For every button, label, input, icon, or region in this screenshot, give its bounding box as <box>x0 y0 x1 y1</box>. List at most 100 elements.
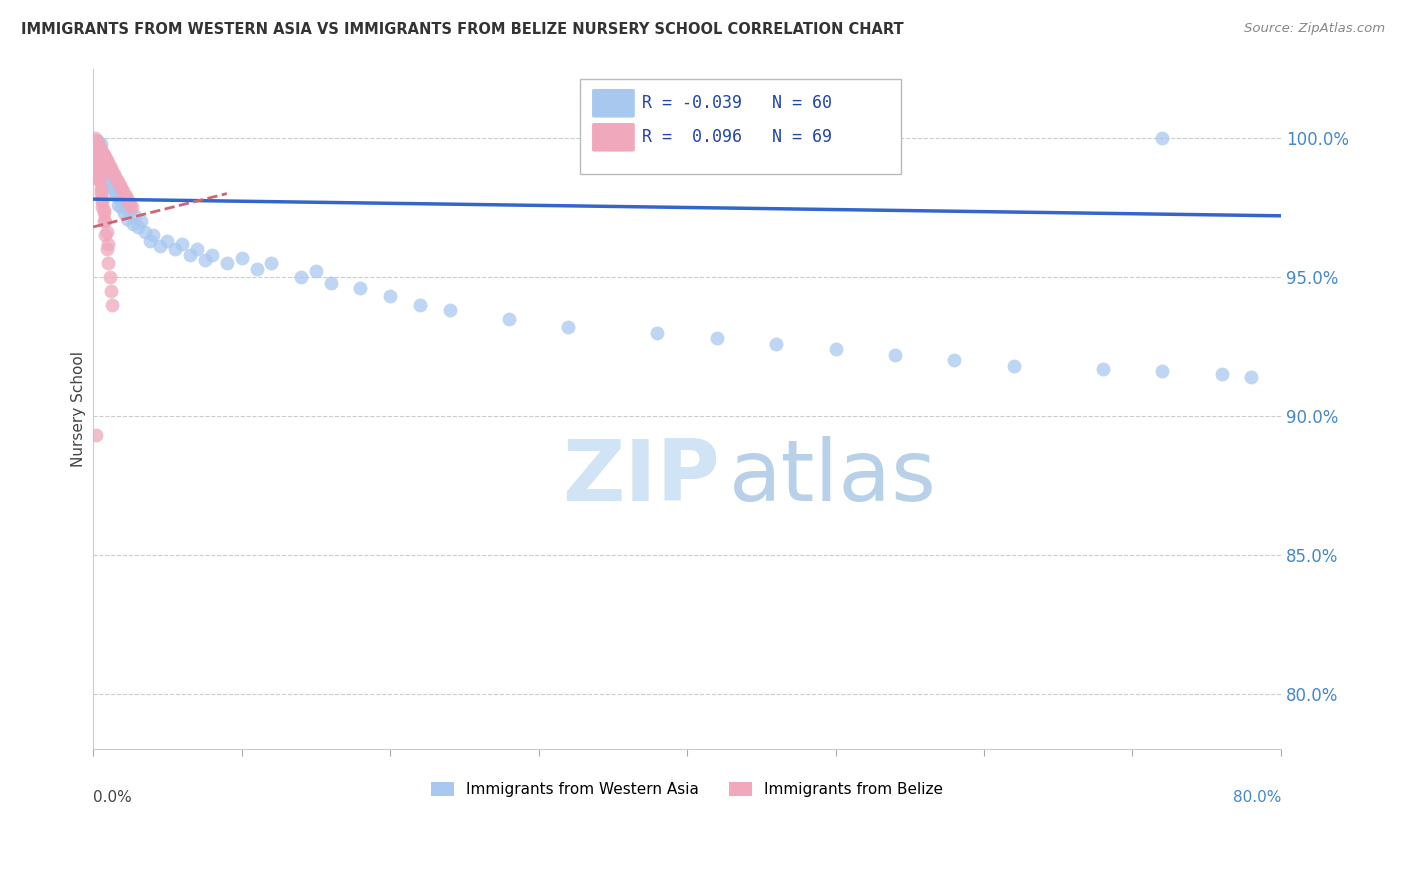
Point <box>93 214 115 228</box>
Point <box>193 253 215 268</box>
Point <box>84 139 107 153</box>
Point <box>1152 364 1174 378</box>
Point <box>84 147 107 161</box>
Point <box>108 192 131 206</box>
Point <box>439 303 461 318</box>
Point <box>824 343 846 357</box>
Text: 80.0%: 80.0% <box>1233 790 1281 805</box>
Point <box>260 256 283 270</box>
Point <box>105 189 128 203</box>
Point <box>97 256 120 270</box>
FancyBboxPatch shape <box>581 78 901 174</box>
Point <box>498 311 520 326</box>
Point <box>122 217 145 231</box>
Point <box>179 248 201 262</box>
Text: R =  0.096   N = 69: R = 0.096 N = 69 <box>643 128 832 146</box>
Point <box>142 228 165 243</box>
Point <box>156 234 179 248</box>
Point <box>1240 370 1263 384</box>
Point <box>94 228 117 243</box>
Point <box>89 172 111 186</box>
Point <box>84 145 107 159</box>
Point <box>83 136 105 151</box>
Point <box>91 194 114 209</box>
Point <box>100 169 122 184</box>
Point <box>97 236 120 251</box>
Point <box>84 145 107 159</box>
FancyBboxPatch shape <box>592 89 636 118</box>
Point <box>89 169 111 184</box>
Point <box>90 184 112 198</box>
Point <box>647 326 669 340</box>
Point <box>90 142 112 156</box>
Point <box>89 164 111 178</box>
Point <box>409 298 432 312</box>
Point <box>107 197 129 211</box>
Point <box>172 236 194 251</box>
Point <box>100 284 122 298</box>
Point <box>127 219 149 234</box>
Point <box>93 206 115 220</box>
Point <box>105 172 128 186</box>
Point <box>1002 359 1025 373</box>
Text: 0.0%: 0.0% <box>93 790 132 805</box>
Point <box>100 161 122 176</box>
Point <box>83 134 105 148</box>
Point <box>120 203 142 218</box>
Point <box>96 226 118 240</box>
Point <box>91 145 114 159</box>
Point <box>305 264 328 278</box>
Point <box>86 151 108 165</box>
Point <box>1091 361 1114 376</box>
Point <box>93 203 115 218</box>
Point <box>96 164 118 178</box>
Point <box>86 161 108 176</box>
Point <box>118 194 141 209</box>
Point <box>91 192 114 206</box>
Point <box>706 331 728 345</box>
Point <box>101 164 124 178</box>
Point <box>349 281 371 295</box>
Point <box>83 136 105 151</box>
Point <box>94 156 117 170</box>
Point <box>115 201 138 215</box>
Point <box>117 192 139 206</box>
Point <box>86 153 108 168</box>
Point <box>117 211 139 226</box>
Point <box>129 214 152 228</box>
Point <box>319 276 342 290</box>
Point <box>557 320 579 334</box>
Point <box>94 151 117 165</box>
Point <box>104 169 127 184</box>
Text: IMMIGRANTS FROM WESTERN ASIA VS IMMIGRANTS FROM BELIZE NURSERY SCHOOL CORRELATIO: IMMIGRANTS FROM WESTERN ASIA VS IMMIGRAN… <box>21 22 904 37</box>
Point <box>110 181 132 195</box>
Point <box>84 151 107 165</box>
Point <box>378 289 401 303</box>
Point <box>97 156 120 170</box>
Point <box>93 147 115 161</box>
Point <box>94 214 117 228</box>
Point <box>111 184 134 198</box>
Point <box>96 153 118 168</box>
Point <box>107 176 129 190</box>
Point <box>149 239 172 253</box>
Point <box>103 167 125 181</box>
Point <box>124 209 146 223</box>
Point <box>97 172 120 186</box>
Point <box>83 131 105 145</box>
Point <box>134 226 156 240</box>
Text: R = -0.039   N = 60: R = -0.039 N = 60 <box>643 95 832 112</box>
Point <box>163 242 186 256</box>
Point <box>290 269 312 284</box>
Point <box>245 261 267 276</box>
Point <box>120 197 142 211</box>
Point <box>108 178 131 193</box>
Point <box>90 181 112 195</box>
FancyBboxPatch shape <box>592 123 636 152</box>
Point <box>1211 368 1233 382</box>
Point <box>121 201 143 215</box>
Point <box>101 181 124 195</box>
Point <box>98 269 121 284</box>
Point <box>98 178 121 193</box>
Point <box>84 142 107 156</box>
